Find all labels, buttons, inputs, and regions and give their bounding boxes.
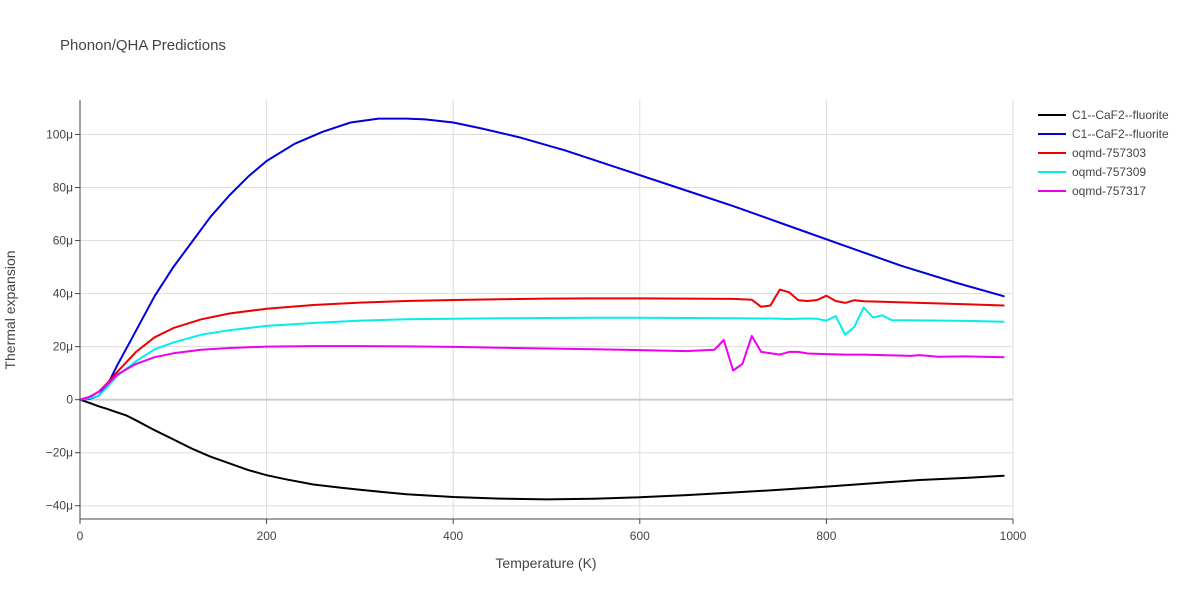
x-tick-label: 800 <box>816 529 836 543</box>
y-tick-labels: −40μ −20μ 0 20μ 40μ 60μ 80μ 100μ <box>46 127 74 512</box>
grid <box>80 100 1014 519</box>
series-line-3 <box>79 288 1005 401</box>
x-tick-label: 1000 <box>1000 529 1027 543</box>
legend-item[interactable]: oqmd-757317 <box>1038 184 1146 198</box>
legend-item[interactable]: oqmd-757303 <box>1038 146 1146 160</box>
axes <box>75 100 1014 524</box>
y-tick-label: 100μ <box>46 127 73 141</box>
legend-item[interactable]: C1--CaF2--fluorite <box>1038 127 1169 141</box>
chart-title: Phonon/QHA Predictions <box>60 37 226 54</box>
legend[interactable]: C1--CaF2--fluorite C1--CaF2--fluorite oqmd… <box>1038 108 1169 198</box>
series-line-2 <box>79 117 1005 401</box>
y-tick-label: 40μ <box>53 287 73 301</box>
x-tick-label: 600 <box>630 529 650 543</box>
x-axis-title: Temperature (K) <box>495 555 596 571</box>
series-layer <box>79 117 1005 501</box>
y-axis-title: Thermal expansion <box>2 250 18 369</box>
x-tick-labels: 0 200 400 600 800 1000 <box>77 529 1027 543</box>
y-tick-label: −40μ <box>46 499 73 513</box>
y-tick-label: −20μ <box>46 446 73 460</box>
legend-label: oqmd-757309 <box>1072 165 1146 179</box>
x-tick-label: 200 <box>257 529 277 543</box>
legend-label: C1--CaF2--fluorite <box>1072 108 1169 122</box>
legend-label: C1--CaF2--fluorite <box>1072 127 1169 141</box>
x-tick-label: 0 <box>77 529 84 543</box>
legend-label: oqmd-757303 <box>1072 146 1146 160</box>
series-line-1 <box>79 398 1005 501</box>
x-tick-label: 400 <box>443 529 463 543</box>
series-line-5 <box>79 335 1005 401</box>
y-tick-label: 0 <box>66 393 73 407</box>
y-tick-label: 60μ <box>53 234 73 248</box>
legend-item[interactable]: oqmd-757309 <box>1038 165 1146 179</box>
legend-item[interactable]: C1--CaF2--fluorite <box>1038 108 1169 122</box>
y-tick-label: 20μ <box>53 340 73 354</box>
series-line-4 <box>79 306 1005 401</box>
y-tick-label: 80μ <box>53 181 73 195</box>
legend-label: oqmd-757317 <box>1072 184 1146 198</box>
